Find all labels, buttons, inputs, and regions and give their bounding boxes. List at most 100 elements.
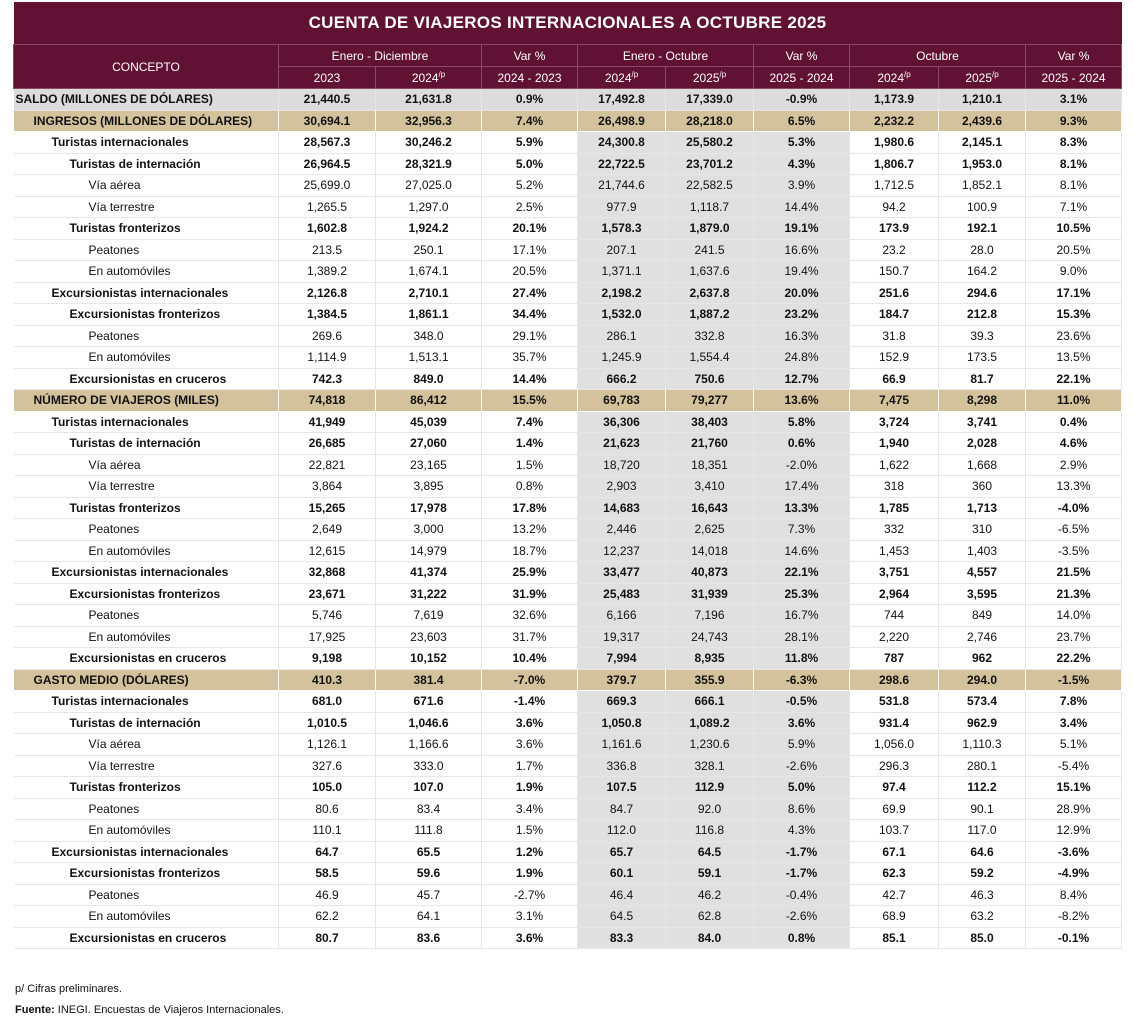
value-cell: 23,671 xyxy=(278,583,376,605)
var-cell: 0.4% xyxy=(1025,411,1123,433)
value-cell: 46.4 xyxy=(577,884,666,906)
var-cell: 3.6% xyxy=(481,712,578,734)
table-row: Excursionistas en cruceros 80.7 83.6 3.6% 83… xyxy=(13,927,1123,949)
value-cell: 58.5 xyxy=(278,862,376,885)
value-cell: 92.0 xyxy=(665,798,754,820)
value-cell: 1,265.5 xyxy=(278,196,376,218)
value-cell: 45.7 xyxy=(375,884,482,906)
value-cell: 41,374 xyxy=(375,561,482,584)
var-cell: -6.3% xyxy=(753,669,850,691)
var-cell: 29.1% xyxy=(481,325,578,347)
subcolumn-label: 2024 xyxy=(877,71,905,85)
table-row: En automóviles 1,389.2 1,674.1 20.5% 1,371.1… xyxy=(13,260,1123,283)
value-cell: 671.6 xyxy=(375,690,482,713)
value-cell: 1,161.6 xyxy=(577,733,666,756)
header-concepto: CONCEPTO xyxy=(13,44,279,89)
value-cell: 30,694.1 xyxy=(278,110,376,132)
var-cell: 21.3% xyxy=(1025,583,1123,605)
subcolumn-label: 2025 xyxy=(692,71,720,85)
row-label: Turistas internacionales xyxy=(13,131,279,154)
value-cell: 666.2 xyxy=(577,368,666,390)
value-cell: 849 xyxy=(938,604,1026,627)
row-label: En automóviles xyxy=(13,905,279,928)
value-cell: 64.5 xyxy=(665,841,754,863)
table-title: CUENTA DE VIAJEROS INTERNACIONALES A OCT… xyxy=(13,2,1122,45)
value-cell: 962 xyxy=(938,647,1026,670)
header-subcolumn: 2025/p xyxy=(665,66,754,89)
value-cell: 332 xyxy=(849,518,939,541)
value-cell: 62.2 xyxy=(278,905,376,928)
preliminary-mark: /p xyxy=(904,70,911,79)
value-cell: 1,852.1 xyxy=(938,174,1026,197)
value-cell: 100.9 xyxy=(938,196,1026,218)
subcolumn-label: 2025 xyxy=(965,71,993,85)
value-cell: 1,785 xyxy=(849,497,939,519)
value-cell: 28,321.9 xyxy=(375,153,482,175)
var-cell: 21.5% xyxy=(1025,561,1123,584)
value-cell: 9,198 xyxy=(278,647,376,670)
value-cell: 1,712.5 xyxy=(849,174,939,197)
value-cell: 3,410 xyxy=(665,475,754,498)
value-cell: 10,152 xyxy=(375,647,482,670)
var-cell: 8.1% xyxy=(1025,174,1123,197)
value-cell: 184.7 xyxy=(849,303,939,326)
value-cell: 85.1 xyxy=(849,927,939,949)
value-cell: 63.2 xyxy=(938,905,1026,928)
preliminary-mark: /p xyxy=(631,70,639,79)
value-cell: 1,940 xyxy=(849,432,939,455)
var-cell: 20.1% xyxy=(481,217,578,240)
var-cell: 14.6% xyxy=(753,540,850,562)
table-row: Turistas internacionales 28,567.3 30,246.2… xyxy=(13,131,1123,154)
value-cell: 6,166 xyxy=(577,604,666,627)
var-cell: -8.2% xyxy=(1025,905,1123,928)
var-cell: 7.4% xyxy=(481,411,578,433)
value-cell: 14,683 xyxy=(577,497,666,519)
preliminary-mark: /p xyxy=(438,70,446,79)
var-cell: 3.6% xyxy=(753,712,850,734)
row-label: INGRESOS (MILLONES DE DÓLARES) xyxy=(13,110,279,132)
value-cell: 1,887.2 xyxy=(665,303,754,326)
row-label: Excursionistas internacionales xyxy=(13,561,279,584)
value-cell: 26,964.5 xyxy=(278,153,376,175)
table-row: Excursionistas fronterizos 1,384.5 1,861.1… xyxy=(13,303,1123,326)
row-label: Turistas internacionales xyxy=(13,690,279,713)
value-cell: 28,567.3 xyxy=(278,131,376,154)
header-group-var: Var % xyxy=(753,44,850,67)
value-cell: 531.8 xyxy=(849,690,939,713)
var-cell: -0.1% xyxy=(1025,927,1123,949)
row-label: Turistas fronterizos xyxy=(13,497,279,519)
var-cell: 24.8% xyxy=(753,346,850,369)
value-cell: 355.9 xyxy=(665,669,754,691)
section-row: NÚMERO DE VIAJEROS (MILES) 74,818 86,412 15… xyxy=(13,389,1123,412)
var-cell: 20.0% xyxy=(753,282,850,304)
value-cell: 3,724 xyxy=(849,411,939,433)
value-cell: 2,964 xyxy=(849,583,939,605)
table-row: Vía terrestre 327.6 333.0 1.7% 336.8 328.1 -2.… xyxy=(13,755,1123,777)
var-cell: 8.1% xyxy=(1025,153,1123,175)
row-label: Excursionistas fronterizos xyxy=(13,862,279,885)
value-cell: 348.0 xyxy=(375,325,482,347)
value-cell: 2,126.8 xyxy=(278,282,376,304)
var-cell: 5.1% xyxy=(1025,733,1123,756)
table-row: Vía terrestre 3,864 3,895 0.8% 2,903 3,410 17.… xyxy=(13,475,1123,498)
var-cell: 0.8% xyxy=(481,475,578,498)
value-cell: 286.1 xyxy=(577,325,666,347)
table-row: Turistas internacionales 41,949 45,039 7.4%… xyxy=(13,411,1123,433)
var-cell: 6.5% xyxy=(753,110,850,132)
var-cell: 12.7% xyxy=(753,368,850,390)
value-cell: 1,089.2 xyxy=(665,712,754,734)
var-cell: -2.6% xyxy=(753,905,850,928)
value-cell: 2,198.2 xyxy=(577,282,666,304)
value-cell: 103.7 xyxy=(849,819,939,842)
var-cell: 23.7% xyxy=(1025,626,1123,648)
value-cell: 22,722.5 xyxy=(577,153,666,175)
value-cell: 669.3 xyxy=(577,690,666,713)
var-cell: 31.7% xyxy=(481,626,578,648)
var-cell: 0.6% xyxy=(753,432,850,455)
var-cell: 5.0% xyxy=(753,776,850,799)
header-group-octubre: Octubre xyxy=(849,44,1026,67)
preliminary-mark: /p xyxy=(992,70,999,79)
var-cell: 8.4% xyxy=(1025,884,1123,906)
source-label: Fuente: xyxy=(15,1004,55,1016)
value-cell: 1,114.9 xyxy=(278,346,376,369)
